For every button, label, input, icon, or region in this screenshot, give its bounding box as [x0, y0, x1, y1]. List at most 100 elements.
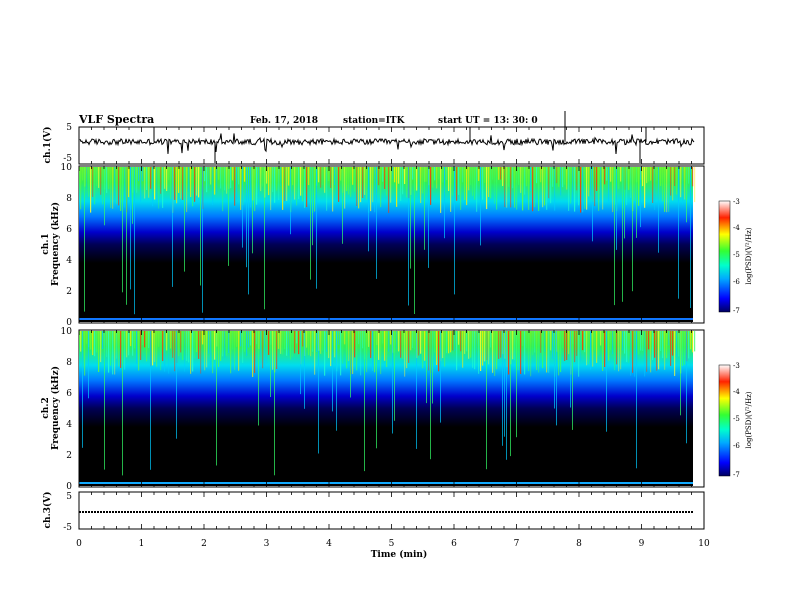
emission-streak	[222, 331, 224, 357]
emission-streak	[182, 331, 184, 360]
emission-streak	[186, 331, 188, 361]
sferic-streak	[122, 331, 123, 476]
emission-streak	[86, 167, 88, 189]
emission-streak	[168, 331, 170, 374]
sferic-streak	[614, 167, 615, 306]
emission-streak	[484, 167, 486, 183]
emission-streak	[194, 167, 196, 202]
emission-streak	[204, 167, 206, 182]
emission-streak	[136, 331, 138, 364]
emission-streak	[668, 167, 670, 212]
time-tick-label-6: 6	[451, 539, 457, 549]
emission-streak	[654, 167, 656, 210]
emission-streak	[350, 167, 352, 197]
emission-streak	[360, 167, 362, 203]
emission-streak	[128, 167, 130, 198]
ch2-cb-tick-m5: -5	[733, 415, 740, 423]
emission-streak	[594, 167, 596, 207]
emission-streak	[102, 331, 104, 350]
emission-streak	[352, 167, 354, 185]
emission-streak	[574, 167, 576, 212]
emission-streak	[668, 331, 670, 346]
emission-streak	[470, 331, 472, 358]
emission-streak	[620, 331, 622, 370]
emission-streak	[382, 167, 384, 182]
emission-streak	[288, 331, 290, 356]
emission-streak	[346, 167, 348, 192]
ch3-ytick-top: 5	[66, 492, 72, 502]
emission-streak	[304, 167, 306, 208]
emission-streak	[204, 331, 206, 371]
emission-streak	[238, 331, 240, 371]
emission-streak	[342, 331, 344, 364]
emission-streak	[678, 331, 680, 357]
emission-streak	[378, 167, 380, 186]
emission-streak	[512, 167, 514, 189]
emission-streak	[572, 167, 574, 204]
emission-streak	[100, 331, 102, 363]
start-ut-label: start UT = 13: 30: 0	[438, 116, 538, 126]
emission-streak	[604, 331, 606, 367]
emission-streak	[448, 331, 450, 354]
emission-streak	[148, 331, 150, 349]
emission-streak	[214, 167, 216, 195]
emission-streak	[150, 167, 152, 189]
ch1-ytick-8: 8	[66, 194, 72, 204]
emission-streak	[372, 167, 374, 203]
emission-streak	[482, 167, 484, 200]
sferic-streak	[480, 167, 481, 246]
emission-streak	[146, 331, 148, 362]
sferic-streak	[376, 331, 377, 449]
emission-streak	[644, 167, 646, 208]
emission-streak	[674, 167, 676, 186]
emission-streak	[364, 167, 366, 195]
ch2-ytick-2: 2	[66, 451, 72, 461]
sferic-streak	[82, 331, 83, 448]
emission-streak	[560, 331, 562, 373]
emission-streak	[464, 331, 466, 354]
emission-streak	[406, 331, 408, 369]
emission-streak	[212, 167, 214, 206]
emission-streak	[362, 167, 364, 198]
emission-streak	[456, 167, 458, 201]
time-tick-label-2: 2	[201, 539, 207, 549]
ch2-ytick-8: 8	[66, 358, 72, 368]
sferic-streak	[342, 167, 343, 244]
emission-streak	[438, 331, 440, 372]
emission-streak	[296, 331, 298, 344]
emission-streak	[166, 331, 168, 351]
sferic-streak	[556, 331, 557, 426]
emission-streak	[232, 331, 234, 350]
ch1-cb-tick-m7: -7	[733, 307, 740, 315]
emission-streak	[490, 331, 492, 348]
ch1-ytick-10: 10	[61, 163, 73, 173]
emission-streak	[266, 167, 268, 184]
emission-streak	[586, 331, 588, 366]
emission-streak	[684, 167, 686, 200]
emission-streak	[260, 331, 262, 356]
sferic-streak	[310, 167, 311, 280]
emission-streak	[400, 331, 402, 358]
emission-streak	[514, 331, 516, 361]
emission-streak	[620, 167, 622, 182]
emission-streak	[414, 331, 416, 350]
emission-streak	[384, 167, 386, 189]
sferic-streak	[616, 167, 617, 250]
emission-streak	[532, 331, 534, 356]
sferic-streak	[258, 331, 259, 426]
emission-streak	[650, 167, 652, 181]
emission-streak	[180, 167, 182, 199]
emission-streak	[118, 167, 120, 206]
emission-streak	[218, 167, 220, 180]
emission-streak	[498, 331, 500, 359]
emission-streak	[434, 167, 436, 181]
emission-streak	[628, 167, 630, 190]
emission-streak	[156, 167, 158, 202]
emission-streak	[284, 167, 286, 202]
emission-streak	[488, 167, 490, 197]
emission-streak	[562, 331, 564, 348]
chart-title: VLF Spectra	[78, 113, 154, 126]
emission-streak	[108, 167, 110, 190]
emission-streak	[264, 331, 266, 367]
emission-streak	[140, 331, 142, 360]
